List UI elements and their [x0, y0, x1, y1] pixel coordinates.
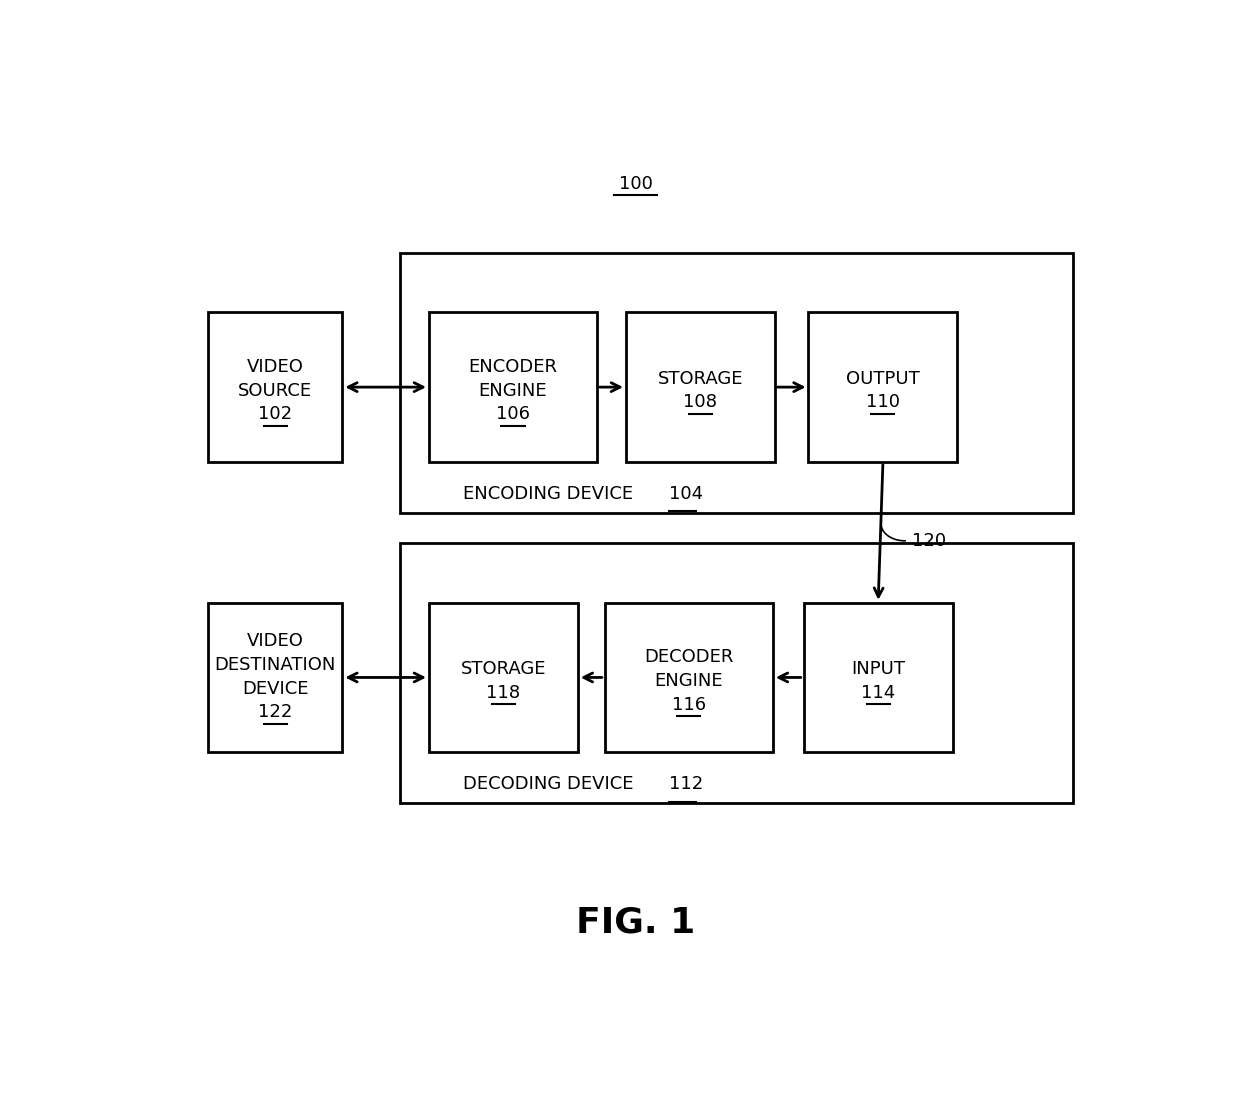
Bar	[208, 603, 342, 752]
Text: 118: 118	[486, 684, 521, 702]
Bar	[208, 313, 342, 461]
Text: SOURCE: SOURCE	[238, 381, 312, 399]
Text: 104: 104	[670, 485, 703, 502]
Text: 108: 108	[683, 394, 718, 411]
Text: VIDEO: VIDEO	[247, 632, 304, 650]
Bar	[429, 603, 578, 752]
Text: 106: 106	[496, 406, 529, 424]
Bar	[626, 313, 775, 461]
Text: ENCODING DEVICE: ENCODING DEVICE	[463, 485, 639, 502]
Text: ENCODER: ENCODER	[469, 357, 558, 376]
Bar	[429, 313, 596, 461]
Bar	[401, 543, 1073, 803]
Text: ENGINE: ENGINE	[479, 381, 547, 399]
Text: ENGINE: ENGINE	[655, 672, 723, 690]
Bar	[804, 603, 952, 752]
Text: DEVICE: DEVICE	[242, 680, 309, 698]
Text: DECODER: DECODER	[644, 648, 734, 667]
Bar	[605, 603, 773, 752]
Text: VIDEO: VIDEO	[247, 357, 304, 376]
Text: STORAGE: STORAGE	[460, 660, 546, 678]
Bar	[401, 253, 1073, 513]
Text: 110: 110	[866, 394, 900, 411]
Text: 120: 120	[911, 532, 946, 550]
Text: 102: 102	[258, 406, 293, 424]
Text: 114: 114	[861, 684, 895, 702]
Text: 100: 100	[619, 175, 652, 193]
Text: 116: 116	[672, 695, 706, 714]
Text: 122: 122	[258, 703, 293, 722]
Text: DESTINATION: DESTINATION	[215, 655, 336, 673]
Text: STORAGE: STORAGE	[657, 369, 743, 387]
Text: 112: 112	[670, 775, 703, 793]
Text: FIG. 1: FIG. 1	[575, 906, 696, 940]
Text: OUTPUT: OUTPUT	[846, 369, 920, 387]
Bar	[808, 313, 957, 461]
Text: DECODING DEVICE: DECODING DEVICE	[463, 775, 639, 793]
Text: INPUT: INPUT	[851, 660, 905, 678]
